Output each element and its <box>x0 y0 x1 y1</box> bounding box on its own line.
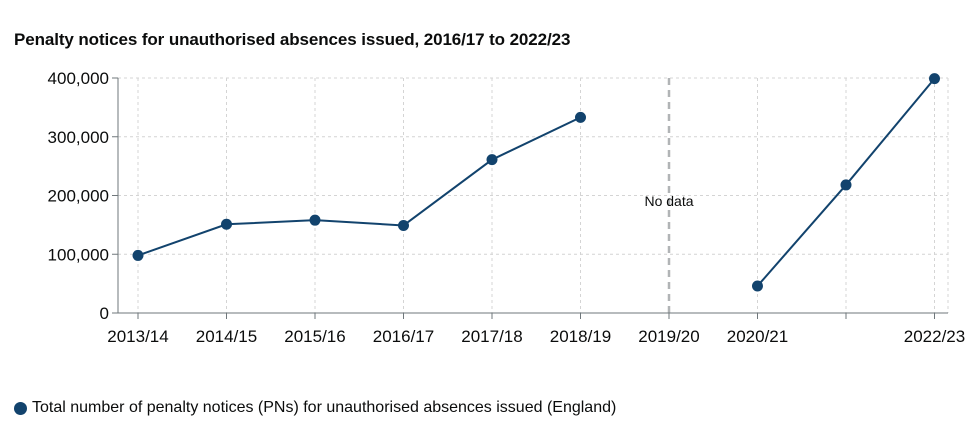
legend-label: Total number of penalty notices (PNs) fo… <box>32 399 617 416</box>
series <box>132 73 940 292</box>
data-point <box>309 214 321 226</box>
data-point <box>486 154 498 166</box>
legend: Total number of penalty notices (PNs) fo… <box>14 399 616 417</box>
data-point <box>398 219 409 231</box>
x-tick-label: 2019/20 <box>638 327 699 346</box>
y-tick-label: 0 <box>100 304 109 323</box>
axes: 0 100,000 200,000 300,000 400,000 2013/14 2014… <box>48 69 966 346</box>
series-line <box>137 116 581 257</box>
x-tick-label: 2015/16 <box>284 327 345 346</box>
y-tick-label: 400,000 <box>48 69 109 88</box>
y-tick-label: 200,000 <box>48 187 109 206</box>
annotations: No data <box>644 78 694 313</box>
x-tick-label: 2014/15 <box>196 327 257 346</box>
data-point <box>575 111 586 123</box>
grid-lines <box>118 77 949 313</box>
y-tick-label: 300,000 <box>48 128 109 147</box>
x-tick-label: 2016/17 <box>373 327 434 346</box>
x-tick-label: 2022/23 <box>904 327 965 346</box>
x-tick-label: 2020/21 <box>727 327 788 346</box>
y-tick-label: 100,000 <box>48 245 109 264</box>
chart-title: Penalty notices for unauthorised absence… <box>14 30 571 49</box>
no-data-label: No data <box>644 193 693 209</box>
data-point <box>840 179 852 191</box>
data-point <box>221 218 232 230</box>
data-point <box>132 249 144 261</box>
x-tick-label: 2017/18 <box>461 327 522 346</box>
x-tick-label: 2018/19 <box>550 327 611 346</box>
x-tick-label: 2013/14 <box>107 327 168 346</box>
data-point <box>752 280 763 292</box>
legend-swatch <box>14 401 27 415</box>
data-point <box>929 73 940 85</box>
